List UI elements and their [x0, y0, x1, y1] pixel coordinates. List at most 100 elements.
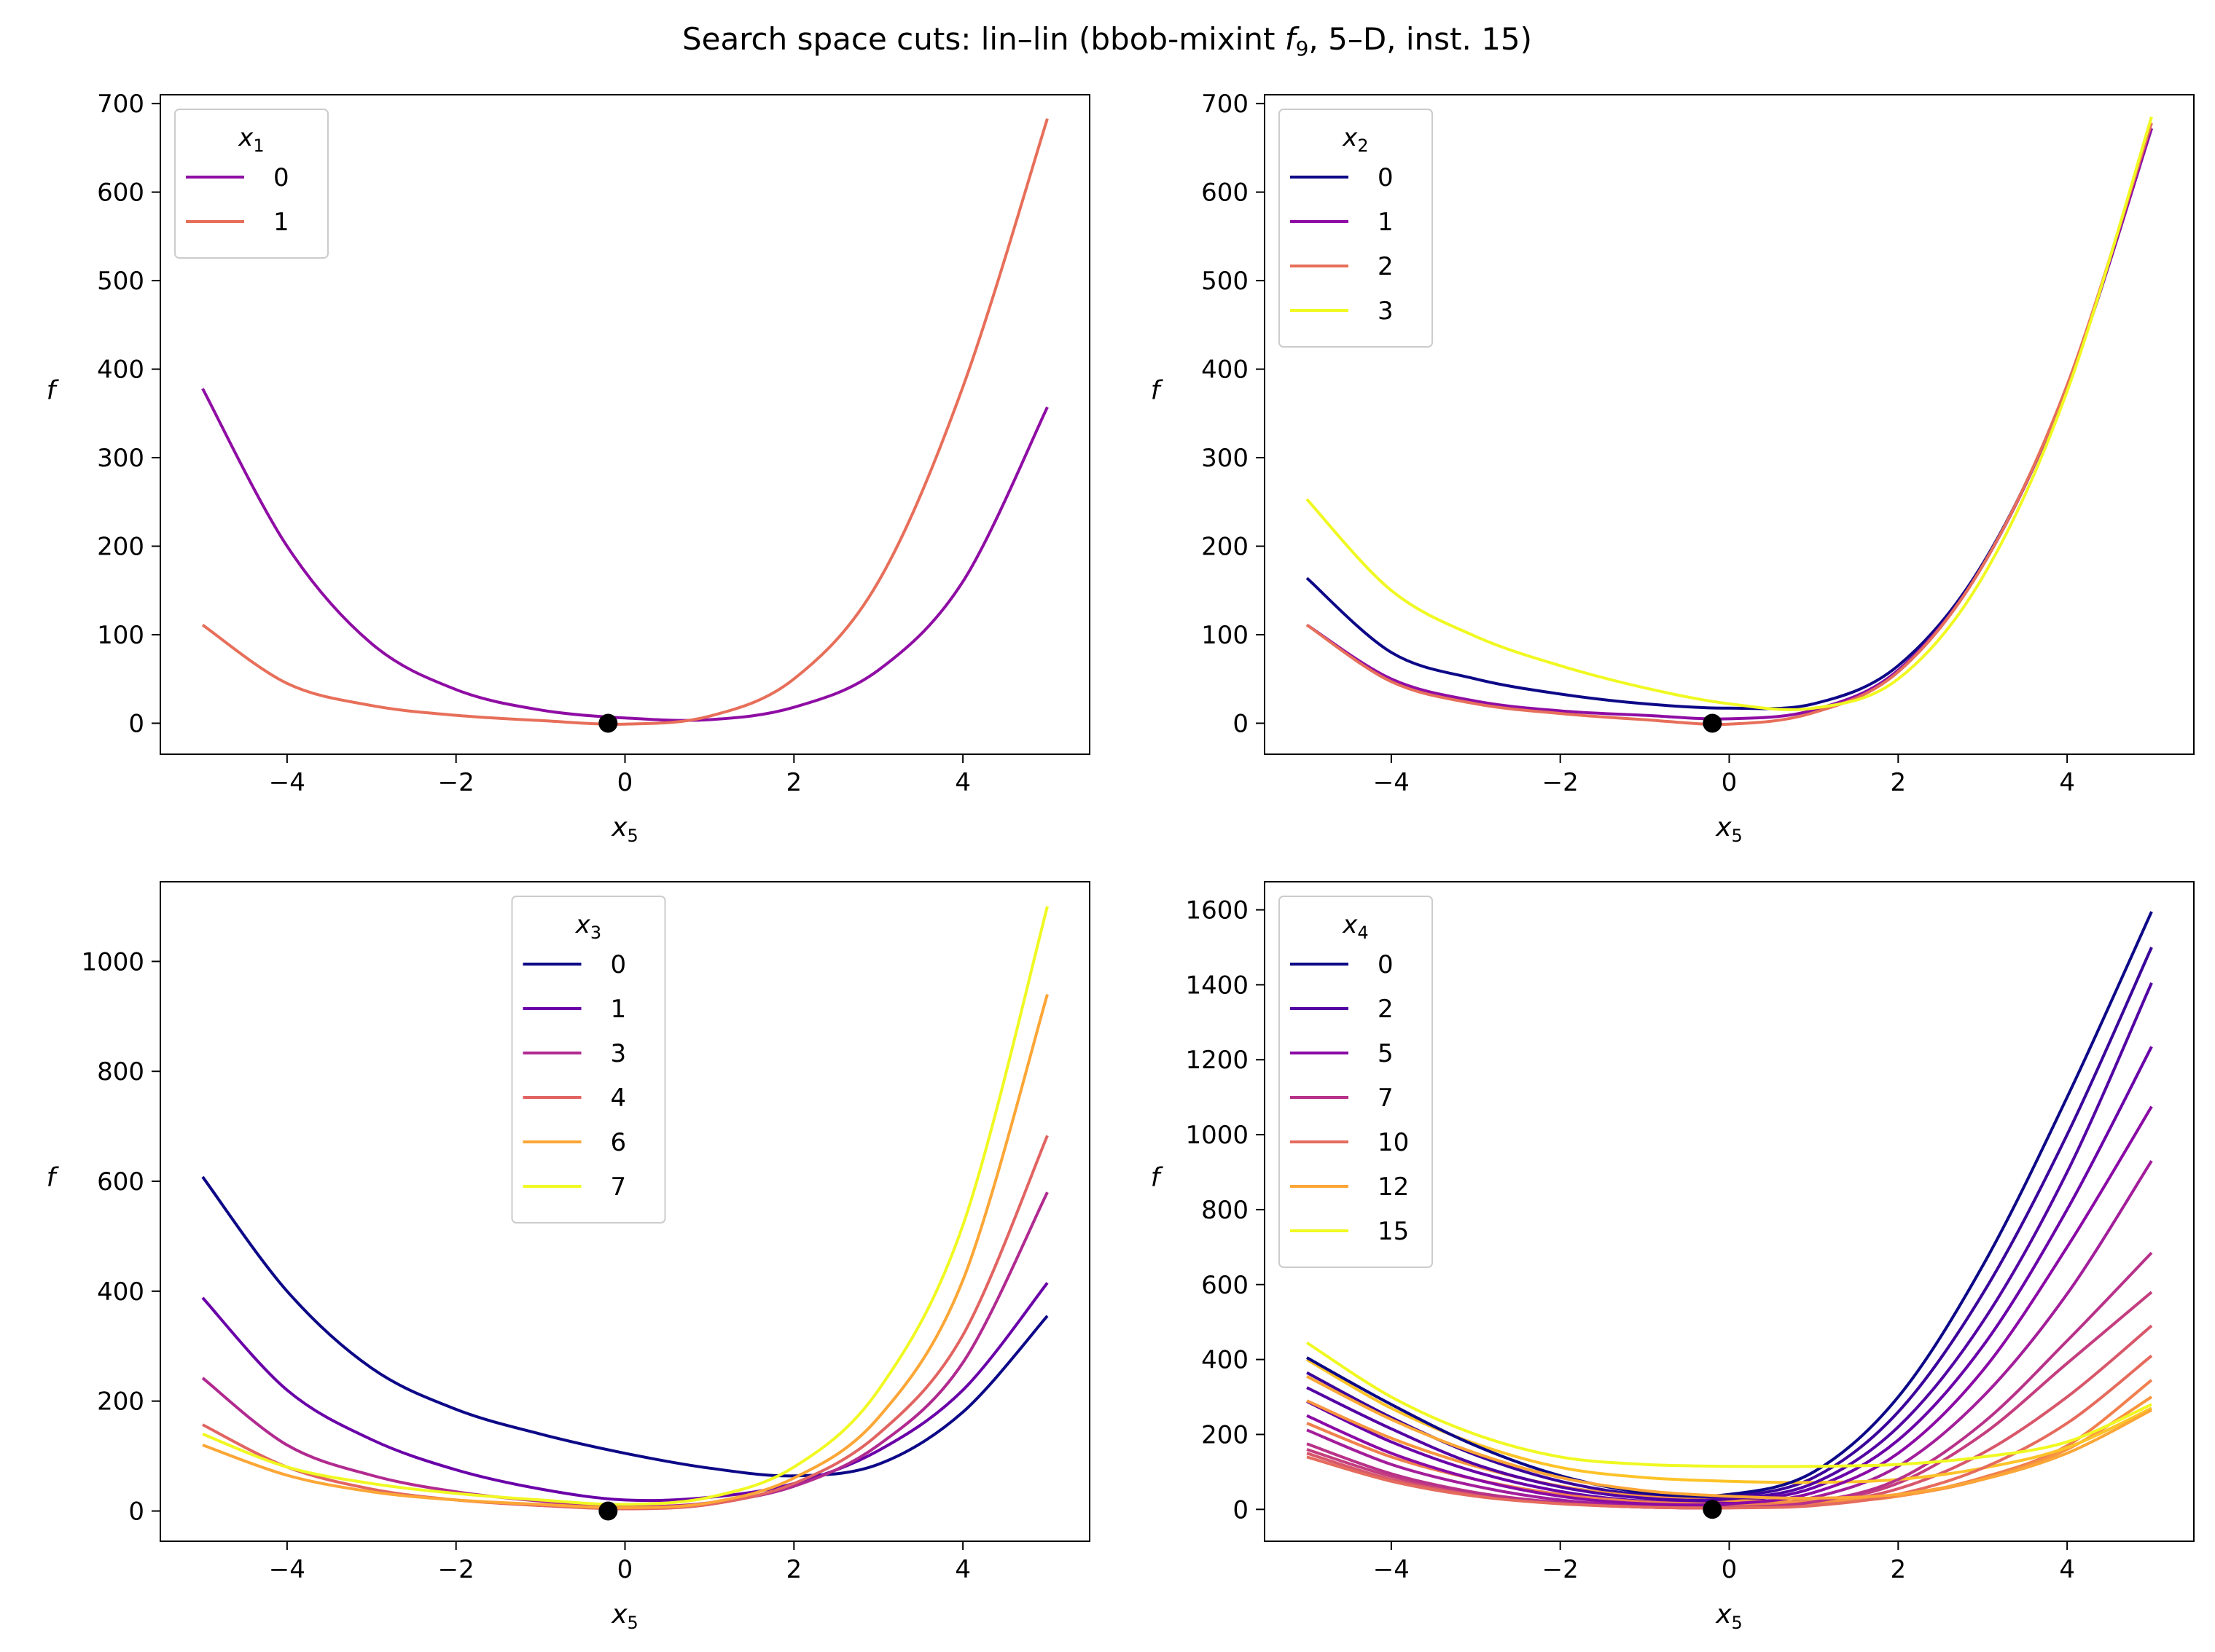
- subplot-4: −4 −2 0 2 402004006008001000120014001600x5fx…: [1151, 881, 2195, 1633]
- series-line-5: [1306, 1105, 2153, 1507]
- legend-label-15: 15: [1378, 1217, 1409, 1246]
- y-tick-label: 400: [1201, 1346, 1249, 1375]
- legend-label-6: 6: [611, 1128, 627, 1157]
- series-line-2: [1306, 982, 2153, 1502]
- x-axis-label: x5: [611, 1600, 638, 1633]
- legend-label-1: 1: [611, 995, 627, 1024]
- y-tick-label: 200: [97, 533, 144, 562]
- x-tick-label: 2: [1890, 768, 1906, 797]
- legend-title-sub: 4: [1357, 923, 1368, 943]
- axes-frame: [160, 881, 1090, 1542]
- x-axis-label-sub: 5: [1732, 826, 1743, 846]
- x-axis-label-sub: 5: [628, 826, 638, 846]
- optimum-marker: [598, 1501, 618, 1521]
- legend-label-2: 2: [1378, 252, 1394, 281]
- series-line-2: [1305, 122, 2153, 726]
- y-tick-label: 600: [97, 179, 144, 208]
- series-line-0: [1306, 911, 2153, 1498]
- y-tick-label: 0: [128, 709, 144, 738]
- y-tick-label: 1600: [1185, 896, 1249, 925]
- y-tick-label: 300: [97, 444, 144, 473]
- axes-frame: [160, 94, 1090, 755]
- series-line-7: [202, 906, 1049, 1506]
- y-tick-label: 1200: [1185, 1046, 1249, 1075]
- legend-box: [1278, 896, 1433, 1268]
- y-tick-label: 1400: [1185, 971, 1249, 1000]
- x-axis-label-main: x: [1715, 1600, 1732, 1629]
- x-axis-label: x5: [1715, 1600, 1743, 1633]
- legend-label-3: 3: [1378, 297, 1394, 326]
- x-tick-label: 4: [955, 768, 971, 797]
- x-axis-label-main: x: [1715, 813, 1732, 842]
- legend-label-0: 0: [273, 163, 289, 192]
- x-axis-label-main: x: [611, 813, 628, 842]
- y-tick-label: 800: [1201, 1196, 1249, 1225]
- legend-title: x2: [1342, 123, 1368, 156]
- legend-title-main: x: [1342, 123, 1358, 152]
- x-tick-label: 2: [786, 1555, 802, 1584]
- y-tick-label: 600: [1201, 1271, 1249, 1300]
- legend-label-7: 7: [1378, 1084, 1394, 1113]
- x-tick-label: −2: [1542, 1555, 1579, 1584]
- series-lines: [1305, 911, 2153, 1510]
- y-tick-label: 1000: [1185, 1121, 1249, 1150]
- series-line-1: [201, 1282, 1049, 1503]
- legend-label-1: 1: [1378, 208, 1394, 237]
- y-tick-label: 400: [97, 1277, 144, 1307]
- x-tick-label: 4: [955, 1555, 971, 1584]
- y-tick-label: 500: [1201, 267, 1249, 296]
- figure-title: Search space cuts: lin–lin (bbob-mixint …: [682, 21, 1532, 60]
- legend-title: x1: [238, 123, 264, 156]
- x-tick-label: 4: [2059, 1555, 2075, 1584]
- y-tick-label: 200: [1201, 1420, 1249, 1449]
- x-tick-label: −4: [269, 768, 305, 797]
- x-tick-label: 4: [2059, 768, 2075, 797]
- x-axis-label-main: x: [611, 1600, 628, 1629]
- y-tick-label: 0: [128, 1498, 144, 1527]
- y-tick-label: 200: [97, 1387, 144, 1417]
- x-tick-label: 0: [1722, 1555, 1738, 1584]
- series-line-0: [201, 1175, 1049, 1478]
- legend-label-4: 4: [611, 1084, 627, 1113]
- legend-title-main: x: [238, 123, 254, 152]
- optimum-marker: [1703, 713, 1722, 733]
- legend-title-sub: 2: [1357, 136, 1368, 156]
- series-line-10: [1306, 1354, 2153, 1510]
- legend-title-sub: 3: [590, 923, 601, 943]
- series-line-6: [202, 994, 1049, 1510]
- legend-label-2: 2: [1378, 995, 1394, 1024]
- y-tick-label: 500: [97, 267, 144, 296]
- series-line-0: [201, 388, 1049, 722]
- x-axis-label: x5: [1715, 813, 1743, 846]
- x-tick-label: 0: [617, 768, 633, 797]
- x-axis-label-sub: 5: [1732, 1613, 1743, 1633]
- legend-title: x4: [1342, 910, 1368, 943]
- series-lines: [201, 906, 1049, 1511]
- y-tick-label: 1000: [81, 947, 144, 976]
- y-tick-label: 200: [1201, 533, 1249, 562]
- y-tick-label: 400: [1201, 356, 1249, 385]
- y-tick-label: 400: [97, 356, 144, 385]
- axes-frame: [1264, 881, 2195, 1542]
- x-tick-label: 2: [786, 768, 802, 797]
- series-lines: [201, 118, 1049, 726]
- series-line-1: [201, 118, 1049, 726]
- x-tick-label: 0: [1722, 768, 1738, 797]
- y-tick-label: 100: [1201, 621, 1249, 650]
- legend-label-0: 0: [611, 950, 627, 979]
- legend-title-sub: 1: [253, 136, 264, 156]
- x-tick-label: 2: [1890, 1555, 1906, 1584]
- legend-label-0: 0: [1378, 950, 1394, 979]
- x-tick-label: −2: [438, 1555, 474, 1584]
- legend-label-3: 3: [611, 1039, 627, 1068]
- legend-title-main: x: [1342, 910, 1358, 939]
- y-tick-label: 0: [1232, 709, 1249, 738]
- y-tick-label: 300: [1201, 444, 1249, 473]
- y-tick-label: 800: [97, 1057, 144, 1087]
